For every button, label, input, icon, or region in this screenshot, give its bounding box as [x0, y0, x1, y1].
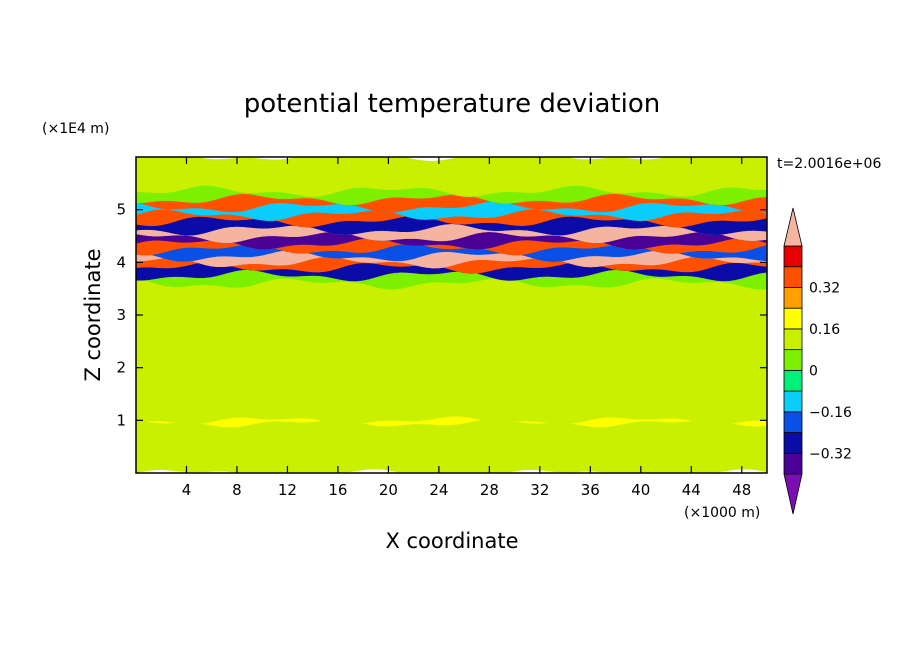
x-tick-label: 16: [328, 481, 347, 499]
colorbar-tick-label: 0.32: [809, 280, 840, 296]
colorbar-swatch: [783, 411, 803, 433]
colorbar-swatch: [783, 307, 803, 330]
contour-band: [136, 289, 767, 341]
colorbar-swatch: [783, 245, 803, 268]
x-tick-label: 28: [480, 481, 499, 499]
x-unit-label: (×1000 m): [684, 505, 760, 521]
x-tick-label: 20: [379, 481, 398, 499]
time-stamp: t=2.0016e+06: [777, 156, 881, 172]
colorbar-tick-label: −0.32: [809, 446, 852, 462]
colorbar-swatch: [783, 432, 803, 454]
y-tick-label: 2: [116, 359, 126, 377]
colorbar-swatch: [783, 452, 803, 475]
contour-band: [136, 331, 767, 425]
x-tick-label: 24: [429, 481, 448, 499]
colorbar-swatch: [783, 390, 803, 413]
colorbar-swatch: [783, 266, 803, 288]
x-tick-label: 4: [182, 481, 192, 499]
x-tick-label: 40: [631, 481, 650, 499]
x-tick-label: 44: [682, 481, 701, 499]
y-axis-ticks: 1 2 3 4 5: [116, 201, 767, 429]
y-axis-title: Z coordinate: [81, 248, 105, 381]
x-tick-label: 36: [581, 481, 600, 499]
y-unit-label: (×1E4 m): [42, 121, 109, 137]
contour-field: [136, 157, 767, 473]
x-tick-label: 48: [732, 481, 751, 499]
y-tick-label: 1: [116, 411, 126, 429]
colorbar-extend-min: [783, 473, 803, 515]
colorbar-swatch: [783, 287, 803, 309]
y-tick-label: 3: [116, 306, 126, 324]
x-tick-label: 8: [232, 481, 242, 499]
colorbar: 0.32 0.16 0 −0.16 −0.32: [783, 207, 852, 515]
colorbar-tick-label: −0.16: [809, 405, 852, 421]
chart-title: potential temperature deviation: [244, 89, 660, 119]
y-tick-label: 4: [116, 253, 126, 271]
x-tick-label: 32: [530, 481, 549, 499]
colorbar-extend-max: [783, 207, 803, 247]
x-tick-label: 12: [278, 481, 297, 499]
colorbar-swatch: [783, 369, 803, 392]
x-axis-title: X coordinate: [385, 529, 518, 553]
colorbar-tick-label: 0.16: [809, 322, 840, 338]
x-axis-ticks: 4 8 12 16 20 24 28 32 36 40 44 48: [182, 157, 751, 499]
contour-band: [136, 418, 767, 473]
y-tick-label: 5: [116, 201, 126, 219]
colorbar-swatch: [783, 349, 803, 371]
colorbar-swatch: [783, 328, 803, 351]
colorbar-tick-label: 0: [809, 363, 818, 379]
contour-band: [136, 157, 767, 197]
